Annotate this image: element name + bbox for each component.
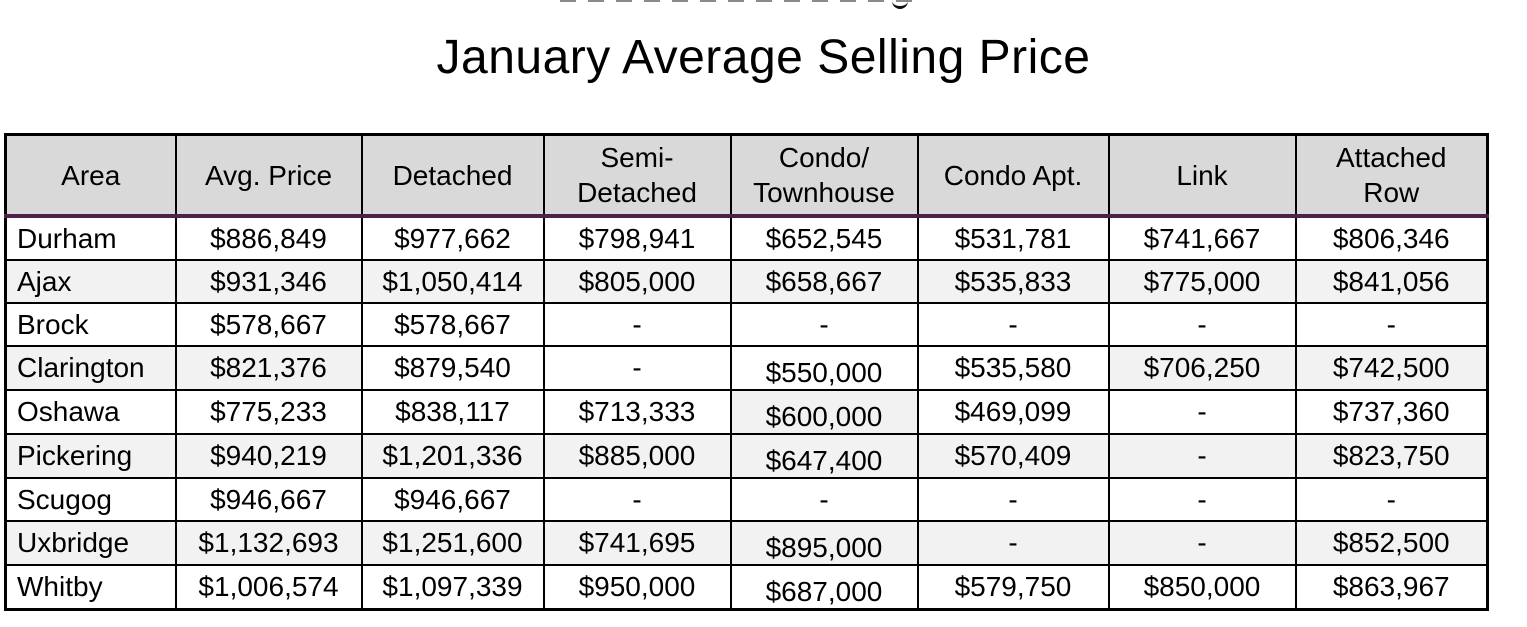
table-cell: - <box>1107 389 1297 435</box>
table-cell: $885,000 <box>542 433 732 479</box>
table-cell: $895,000 <box>729 520 919 566</box>
table-row: Clarington $821,376 $879,540- $550,000 $535,… <box>4 345 1489 391</box>
table-row: Whitby $1,006,574 $1,097,339 $950,000 $687,0… <box>4 564 1489 611</box>
area-cell: Uxbridge <box>4 520 177 566</box>
table-row: Durham $886,849 $977,662 $798,941 $652,545 $5… <box>4 215 1489 261</box>
table-cell: $775,233 <box>174 389 363 435</box>
column-header: Area <box>4 133 177 218</box>
table-cell: $578,667 <box>360 302 545 347</box>
table-cell: - <box>1294 302 1489 347</box>
table-cell: - <box>729 302 919 347</box>
column-header: Detached <box>360 133 545 218</box>
table-cell: $652,545 <box>729 215 919 261</box>
area-cell: Durham <box>4 215 177 261</box>
table-cell: $931,346 <box>174 259 363 304</box>
table-row: Pickering $940,219 $1,201,336 $885,000 $647,… <box>4 433 1489 479</box>
table-cell: $805,000 <box>542 259 732 304</box>
table-cell: - <box>729 477 919 522</box>
table-cell: $469,099 <box>916 389 1110 435</box>
table-cell: $737,360 <box>1294 389 1489 435</box>
column-header: Link <box>1107 133 1297 218</box>
header-row: Area Avg. Price Detached Semi- Detached Cond… <box>4 133 1489 218</box>
area-cell: Whitby <box>4 564 177 611</box>
table-row: Scugog $946,667 $946,667- - - - - <box>4 477 1489 522</box>
table-cell: - <box>1107 433 1297 479</box>
table-body: Durham $886,849 $977,662 $798,941 $652,545 $5… <box>4 215 1489 611</box>
table-cell: - <box>916 302 1110 347</box>
table-cell: $600,000 <box>729 389 919 435</box>
table-row: Brock $578,667 $578,667- - - - - <box>4 302 1489 347</box>
table-cell: $950,000 <box>542 564 732 611</box>
table-cell: $946,667 <box>174 477 363 522</box>
table-cell: $579,750 <box>916 564 1110 611</box>
table-cell: $798,941 <box>542 215 732 261</box>
area-cell: Brock <box>4 302 177 347</box>
column-header: Attached Row <box>1294 133 1489 218</box>
table-cell: - <box>916 520 1110 566</box>
clipped-text-fragment <box>560 0 916 9</box>
price-table: Area Avg. Price Detached Semi- Detached Cond… <box>4 133 1489 611</box>
table-header: Area Avg. Price Detached Semi- Detached Cond… <box>4 133 1489 218</box>
table-cell: $1,097,339 <box>360 564 545 611</box>
table-cell: $658,667 <box>729 259 919 304</box>
area-cell: Pickering <box>4 433 177 479</box>
table-cell: $687,000 <box>729 564 919 611</box>
page-title: January Average Selling Price <box>436 31 1091 84</box>
table-cell: $821,376 <box>174 345 363 391</box>
table-cell: $742,500 <box>1294 345 1489 391</box>
table-cell: $850,000 <box>1107 564 1297 611</box>
table-cell: - <box>1107 520 1297 566</box>
table-row: Uxbridge $1,132,693 $1,251,600 $741,695 $895… <box>4 520 1489 566</box>
table-cell: $879,540 <box>360 345 545 391</box>
table-cell: $578,667 <box>174 302 363 347</box>
table-cell: $647,400 <box>729 433 919 479</box>
table-cell: $535,580 <box>916 345 1110 391</box>
table-cell: $806,346 <box>1294 215 1489 261</box>
table-cell: $841,056 <box>1294 259 1489 304</box>
table-row: Oshawa $775,233 $838,117 $713,333 $600,000 $4… <box>4 389 1489 435</box>
table-cell: $775,000 <box>1107 259 1297 304</box>
area-cell: Clarington <box>4 345 177 391</box>
table-cell: $741,667 <box>1107 215 1297 261</box>
table-cell: - <box>1107 302 1297 347</box>
area-cell: Oshawa <box>4 389 177 435</box>
area-cell: Ajax <box>4 259 177 304</box>
table-cell: $1,132,693 <box>174 520 363 566</box>
table-cell: $1,201,336 <box>360 433 545 479</box>
table-cell: $946,667 <box>360 477 545 522</box>
table-cell: $886,849 <box>174 215 363 261</box>
table-cell: $940,219 <box>174 433 363 479</box>
table-cell: $570,409 <box>916 433 1110 479</box>
column-header: Avg. Price <box>174 133 363 218</box>
table-cell: - <box>542 477 732 522</box>
table-cell: $977,662 <box>360 215 545 261</box>
table-cell: $823,750 <box>1294 433 1489 479</box>
table-cell: $531,781 <box>916 215 1110 261</box>
table-cell: $535,833 <box>916 259 1110 304</box>
table-cell: - <box>916 477 1110 522</box>
table-cell: $713,333 <box>542 389 732 435</box>
column-header: Condo/ Townhouse <box>729 133 919 218</box>
table-cell: $706,250 <box>1107 345 1297 391</box>
table-cell: - <box>542 302 732 347</box>
table-cell: $838,117 <box>360 389 545 435</box>
column-header: Semi- Detached <box>542 133 732 218</box>
table-cell: $852,500 <box>1294 520 1489 566</box>
table-cell: $1,050,414 <box>360 259 545 304</box>
table-cell: $1,006,574 <box>174 564 363 611</box>
table-cell: $1,251,600 <box>360 520 545 566</box>
area-cell: Scugog <box>4 477 177 522</box>
column-header: Condo Apt. <box>916 133 1110 218</box>
table-cell: $863,967 <box>1294 564 1489 611</box>
table-cell: - <box>1294 477 1489 522</box>
table-cell: $550,000 <box>729 345 919 391</box>
table-cell: - <box>1107 477 1297 522</box>
table-cell: $741,695 <box>542 520 732 566</box>
table-cell: - <box>542 345 732 391</box>
table-row: Ajax $931,346 $1,050,414 $805,000 $658,667 $5… <box>4 259 1489 304</box>
